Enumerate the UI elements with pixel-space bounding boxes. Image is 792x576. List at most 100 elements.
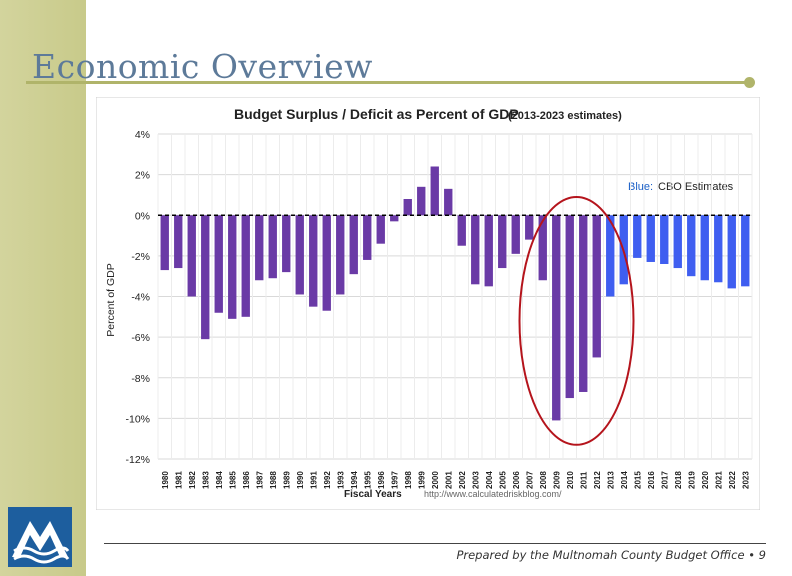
bar-2021 xyxy=(714,215,723,283)
bar-2023 xyxy=(741,215,750,287)
y-tick-label: 2% xyxy=(135,170,150,182)
bar-2018 xyxy=(673,215,682,269)
x-tick-label: 2014 xyxy=(620,471,629,489)
bar-1980 xyxy=(160,215,169,271)
bar-2004 xyxy=(484,215,493,287)
x-tick-label: 1980 xyxy=(161,471,170,489)
y-tick-label: -12% xyxy=(125,454,150,466)
x-tick-label: 2000 xyxy=(431,471,440,489)
bar-1992 xyxy=(322,215,331,311)
bars xyxy=(160,166,750,421)
x-tick-label: 1984 xyxy=(215,471,224,489)
chart-title-note: (2013-2023 estimates) xyxy=(508,110,622,122)
x-tick-label: 1995 xyxy=(363,471,372,489)
bar-2002 xyxy=(457,215,466,246)
x-tick-label: 2020 xyxy=(701,471,710,489)
bar-1986 xyxy=(241,215,250,317)
x-tick-label: 1991 xyxy=(309,471,318,489)
legend-prefix: Blue: xyxy=(628,181,653,193)
bar-1982 xyxy=(187,215,196,297)
bar-1994 xyxy=(349,215,358,275)
bar-2005 xyxy=(498,215,507,269)
footer-text: Prepared by the Multnomah County Budget … xyxy=(456,548,766,562)
sidebar-band xyxy=(0,0,86,576)
bar-1990 xyxy=(295,215,304,295)
y-tick-label: 4% xyxy=(135,129,150,141)
x-tick-label: 2006 xyxy=(512,471,521,489)
bar-1987 xyxy=(255,215,264,281)
x-tick-label: 1986 xyxy=(242,471,251,489)
x-tick-label: 2015 xyxy=(633,471,642,489)
x-tick-label: 1997 xyxy=(390,471,399,489)
x-tick-label: 1982 xyxy=(188,471,197,489)
source-note: http://www.calculatedriskblog.com/ xyxy=(424,489,562,499)
bar-2008 xyxy=(538,215,547,281)
x-tick-label: 2012 xyxy=(593,471,602,489)
bar-1999 xyxy=(417,186,426,216)
bar-2001 xyxy=(444,188,453,216)
bar-1991 xyxy=(309,215,318,307)
y-axis-label: Percent of GDP xyxy=(105,263,117,337)
x-tick-label: 1998 xyxy=(404,471,413,489)
y-tick-label: 0% xyxy=(135,210,150,222)
x-tick-label: 1999 xyxy=(417,471,426,489)
x-tick-label: 2009 xyxy=(552,471,561,489)
x-tick-label: 2022 xyxy=(728,471,737,489)
gridlines xyxy=(157,133,753,460)
y-tick-label: -2% xyxy=(131,251,150,263)
x-tick-label: 1993 xyxy=(336,471,345,489)
bar-1995 xyxy=(363,215,372,260)
bar-1981 xyxy=(174,215,183,269)
x-tick-label: 1994 xyxy=(350,471,359,489)
title-underline xyxy=(26,81,750,84)
bar-1983 xyxy=(201,215,210,340)
bar-2012 xyxy=(592,215,601,358)
bar-2006 xyxy=(511,215,520,254)
bar-1997 xyxy=(390,215,399,222)
y-tick-label: -10% xyxy=(125,413,150,425)
y-tick-label: -6% xyxy=(131,332,150,344)
bar-2013 xyxy=(606,215,615,297)
x-tick-label: 1985 xyxy=(228,471,237,489)
x-tick-label: 1988 xyxy=(269,471,278,489)
x-tick-label: 2004 xyxy=(485,471,494,489)
budget-chart: Budget Surplus / Deficit as Percent of G… xyxy=(96,97,760,510)
x-tick-label: 1989 xyxy=(282,471,291,489)
bar-2019 xyxy=(687,215,696,277)
x-tick-labels: 1980 1981 1982 1983 1984 1985 1986 1987 1988 1989… xyxy=(161,471,751,489)
x-tick-label: 2013 xyxy=(606,471,615,489)
x-tick-label: 2005 xyxy=(498,471,507,489)
bar-2007 xyxy=(525,215,534,240)
x-tick-label: 2021 xyxy=(714,471,723,489)
y-tick-label: -8% xyxy=(131,373,150,385)
x-tick-label: 2018 xyxy=(674,471,683,489)
x-tick-label: 2001 xyxy=(444,471,453,489)
x-tick-label: 1992 xyxy=(323,471,332,489)
x-tick-label: 2019 xyxy=(687,471,696,489)
x-tick-label: 1981 xyxy=(174,471,183,489)
x-tick-label: 1983 xyxy=(201,471,210,489)
bar-2017 xyxy=(660,215,669,264)
bar-1988 xyxy=(268,215,277,279)
slide-title: Economic Overview xyxy=(32,47,373,86)
bar-1984 xyxy=(214,215,223,313)
chart-title: Budget Surplus / Deficit as Percent of G… xyxy=(234,106,519,122)
x-tick-label: 1996 xyxy=(377,471,386,489)
y-tick-label: -4% xyxy=(131,292,150,304)
county-logo-icon xyxy=(8,507,72,567)
footer-rule xyxy=(104,543,766,544)
bar-1993 xyxy=(336,215,345,295)
bar-2010 xyxy=(565,215,574,399)
x-tick-label: 2017 xyxy=(660,471,669,489)
x-tick-label: 1987 xyxy=(255,471,264,489)
x-tick-label: 2003 xyxy=(471,471,480,489)
x-tick-label: 2011 xyxy=(579,471,588,489)
bar-2011 xyxy=(579,215,588,392)
bar-1996 xyxy=(376,215,385,244)
x-tick-label: 1990 xyxy=(296,471,305,489)
x-tick-label: 2016 xyxy=(647,471,656,489)
x-tick-label: 2010 xyxy=(566,471,575,489)
bar-1998 xyxy=(403,199,412,216)
bar-2009 xyxy=(552,215,561,421)
bar-2003 xyxy=(471,215,480,285)
